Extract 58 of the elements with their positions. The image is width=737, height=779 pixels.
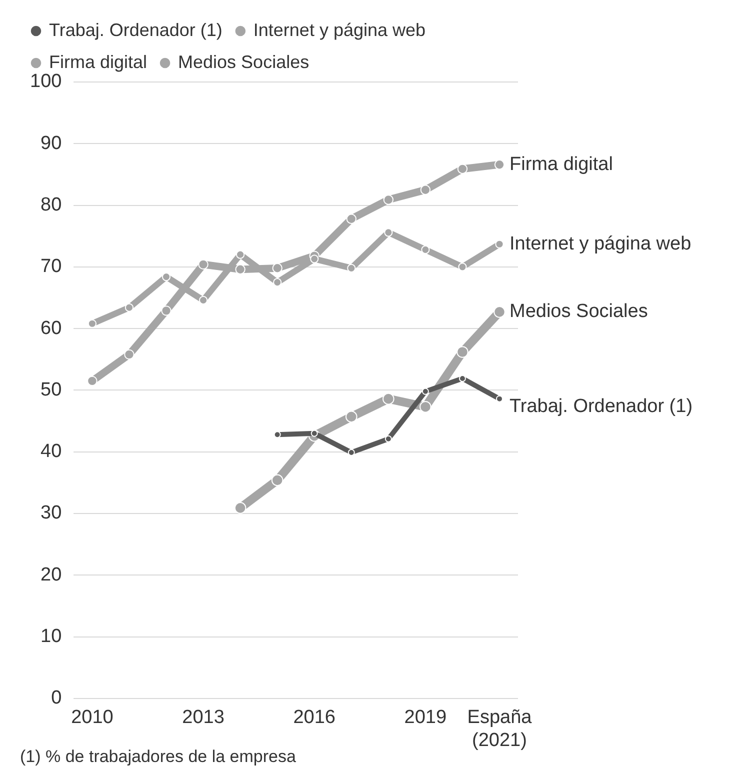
point [496, 395, 503, 402]
x-tick-label: 2010 [71, 707, 114, 728]
text: Medios Sociales [509, 301, 648, 322]
legend-label: Medios Sociales [178, 52, 310, 72]
point [348, 448, 355, 456]
y-tick-label: 0 [51, 688, 62, 709]
y-tick-label: 50 [40, 379, 62, 400]
x-tick-label: 2016 [293, 707, 336, 728]
y-tick-label: 90 [40, 132, 62, 154]
point [345, 410, 358, 423]
point [495, 240, 504, 248]
point [274, 431, 281, 438]
y-tick-label: 40 [40, 441, 62, 462]
point [420, 184, 431, 195]
point [494, 160, 505, 170]
point [236, 250, 245, 259]
point [161, 306, 172, 316]
point [271, 474, 284, 486]
x-tick-label: España (2021) [467, 707, 532, 751]
point [124, 349, 134, 360]
y-tick-label: 70 [40, 256, 62, 278]
y-tick-label: 10 [40, 626, 62, 647]
point [88, 319, 97, 328]
legend-label: Firma digital [49, 52, 148, 72]
point [421, 245, 430, 254]
x-tick-label: 2019 [404, 707, 447, 728]
point [384, 435, 392, 442]
text: Internet y página web [509, 233, 692, 254]
text: (1) % de trabajadores de la empresa [20, 747, 296, 766]
x-tick-label: 2013 [182, 707, 224, 728]
point [382, 392, 394, 405]
text: Trabaj. Ordenador (1) [509, 396, 693, 418]
point [457, 164, 468, 174]
point [458, 262, 467, 272]
point [422, 388, 429, 395]
point [87, 376, 98, 386]
point [456, 346, 468, 358]
point [347, 264, 356, 272]
y-tick-label: 100 [30, 71, 62, 92]
point [272, 263, 282, 274]
point [198, 259, 208, 270]
point [383, 194, 394, 205]
point [420, 400, 432, 413]
point [494, 306, 506, 318]
point [273, 278, 282, 287]
y-tick-label: 20 [40, 564, 62, 586]
point [124, 303, 134, 312]
point [310, 254, 319, 264]
y-tick-label: 60 [40, 318, 62, 339]
legend-label: Trabaj. Ordenador (1) [49, 20, 222, 40]
point [346, 214, 356, 224]
point [234, 502, 246, 514]
text: Firma digital [509, 154, 613, 175]
legend-label: Internet y página web [253, 20, 426, 40]
y-tick-label: 80 [40, 194, 62, 216]
point [235, 264, 246, 274]
point [384, 228, 393, 237]
y-tick-label: 30 [40, 502, 62, 524]
